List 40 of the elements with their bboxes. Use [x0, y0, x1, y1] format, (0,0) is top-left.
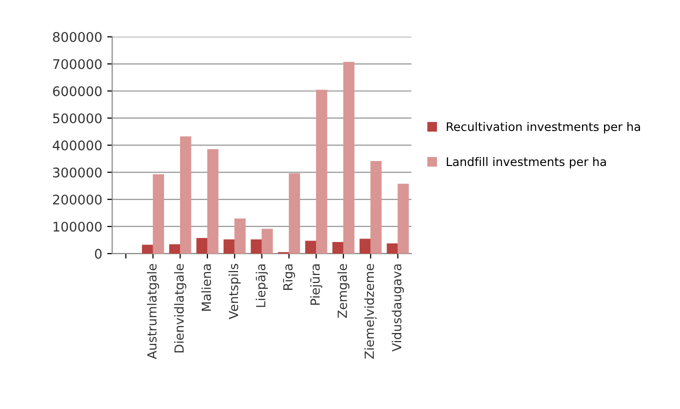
bar: [250, 239, 262, 254]
x-tick-label: Liepāja: [256, 264, 268, 307]
x-tick-label: Dienvidlatgale: [174, 264, 186, 352]
bar: [234, 218, 246, 254]
bar: [196, 238, 208, 254]
x-tick-label: Zemgale: [337, 264, 350, 318]
bar: [386, 243, 398, 254]
y-tick-label: 200000: [53, 194, 102, 205]
bar: [343, 62, 354, 254]
bar: [288, 173, 300, 254]
y-tick-label: 100000: [54, 222, 102, 232]
x-tick-label: Austrumlatgale: [146, 264, 160, 360]
bar: [370, 161, 382, 254]
bar: [262, 228, 273, 254]
bar: [305, 240, 316, 254]
legend-label: Recultivation investments per ha: [446, 122, 640, 134]
bar: [169, 244, 180, 254]
bar: [207, 149, 218, 254]
y-tick-label: 400000: [52, 140, 102, 150]
y-tick-label: 600000: [53, 86, 102, 96]
x-tick-label: Vidusdaugava: [392, 264, 404, 352]
y-tick-label: 500000: [53, 113, 102, 124]
bar: [152, 174, 164, 254]
y-tick-label: 300000: [53, 168, 102, 178]
x-tick-label: Piejūra: [310, 264, 322, 305]
bar: [180, 136, 192, 254]
x-tick-label: Ziemeļvidzeme: [364, 264, 377, 359]
bar: [332, 242, 344, 254]
bar: [398, 184, 409, 254]
bar: [316, 90, 328, 254]
x-tick-label: Ventspils: [228, 264, 241, 320]
bar: [224, 239, 235, 254]
x-tick-label: Maliena: [201, 264, 212, 311]
y-tick-label: 800000: [53, 32, 102, 42]
x-tick-label: Rīga: [283, 264, 296, 290]
bar: [142, 244, 154, 254]
y-tick-label: 0: [94, 248, 102, 259]
bar: [360, 238, 371, 254]
legend-label: Landfill investments per ha: [446, 157, 606, 168]
y-tick-label: 700000: [53, 59, 102, 70]
